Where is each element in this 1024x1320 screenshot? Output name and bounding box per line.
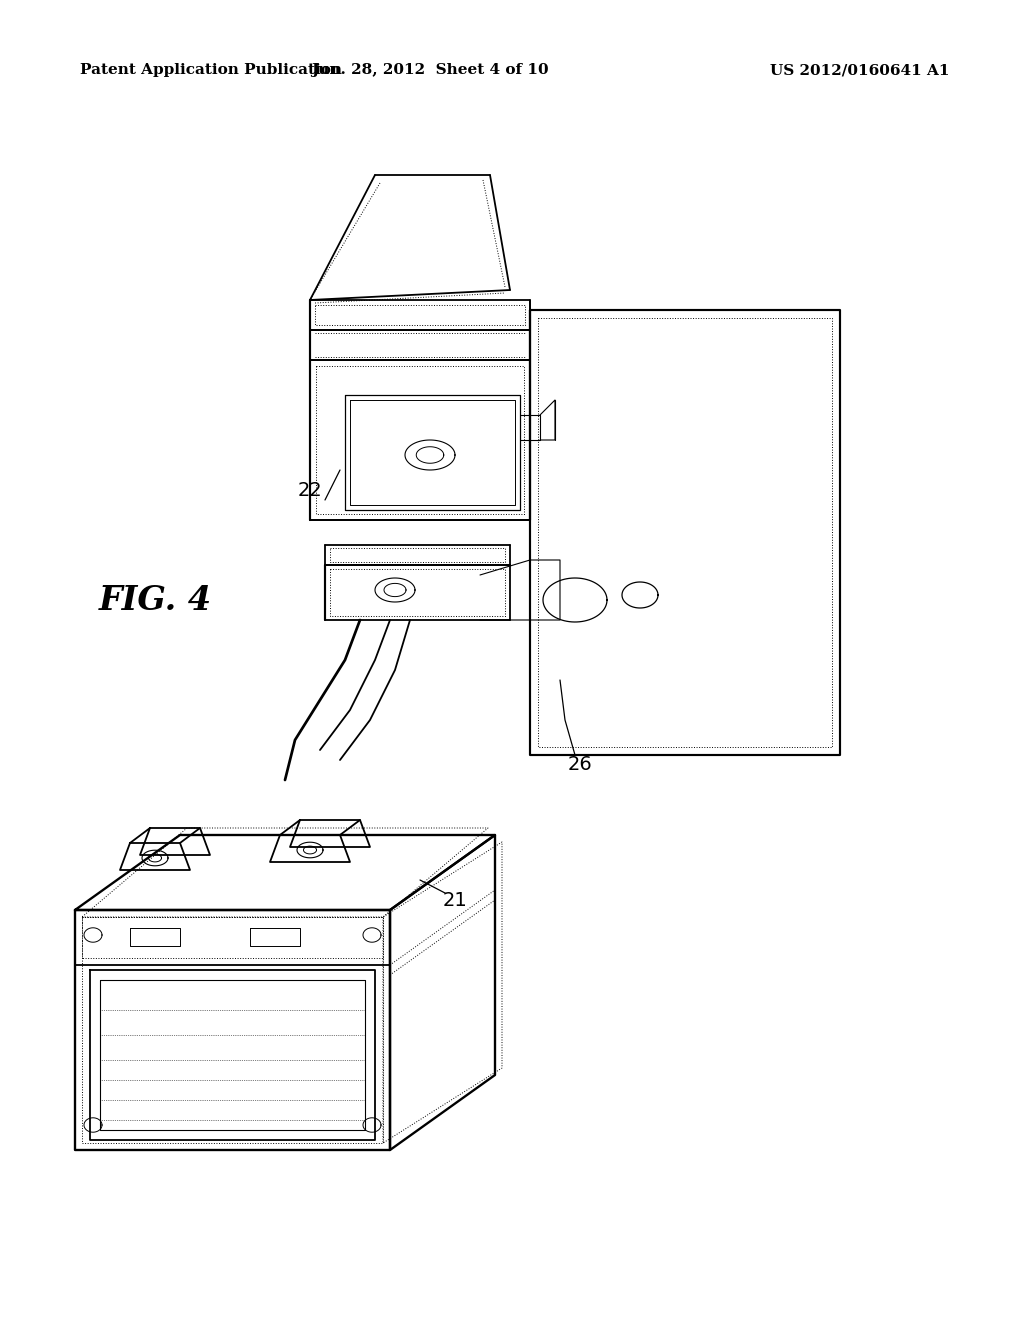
Text: 21: 21	[442, 891, 467, 909]
Text: FIG. 4: FIG. 4	[98, 583, 212, 616]
Text: Jun. 28, 2012  Sheet 4 of 10: Jun. 28, 2012 Sheet 4 of 10	[311, 63, 549, 77]
Text: US 2012/0160641 A1: US 2012/0160641 A1	[770, 63, 950, 77]
Text: 22: 22	[298, 480, 323, 499]
Text: Patent Application Publication: Patent Application Publication	[80, 63, 342, 77]
Text: 26: 26	[567, 755, 592, 775]
